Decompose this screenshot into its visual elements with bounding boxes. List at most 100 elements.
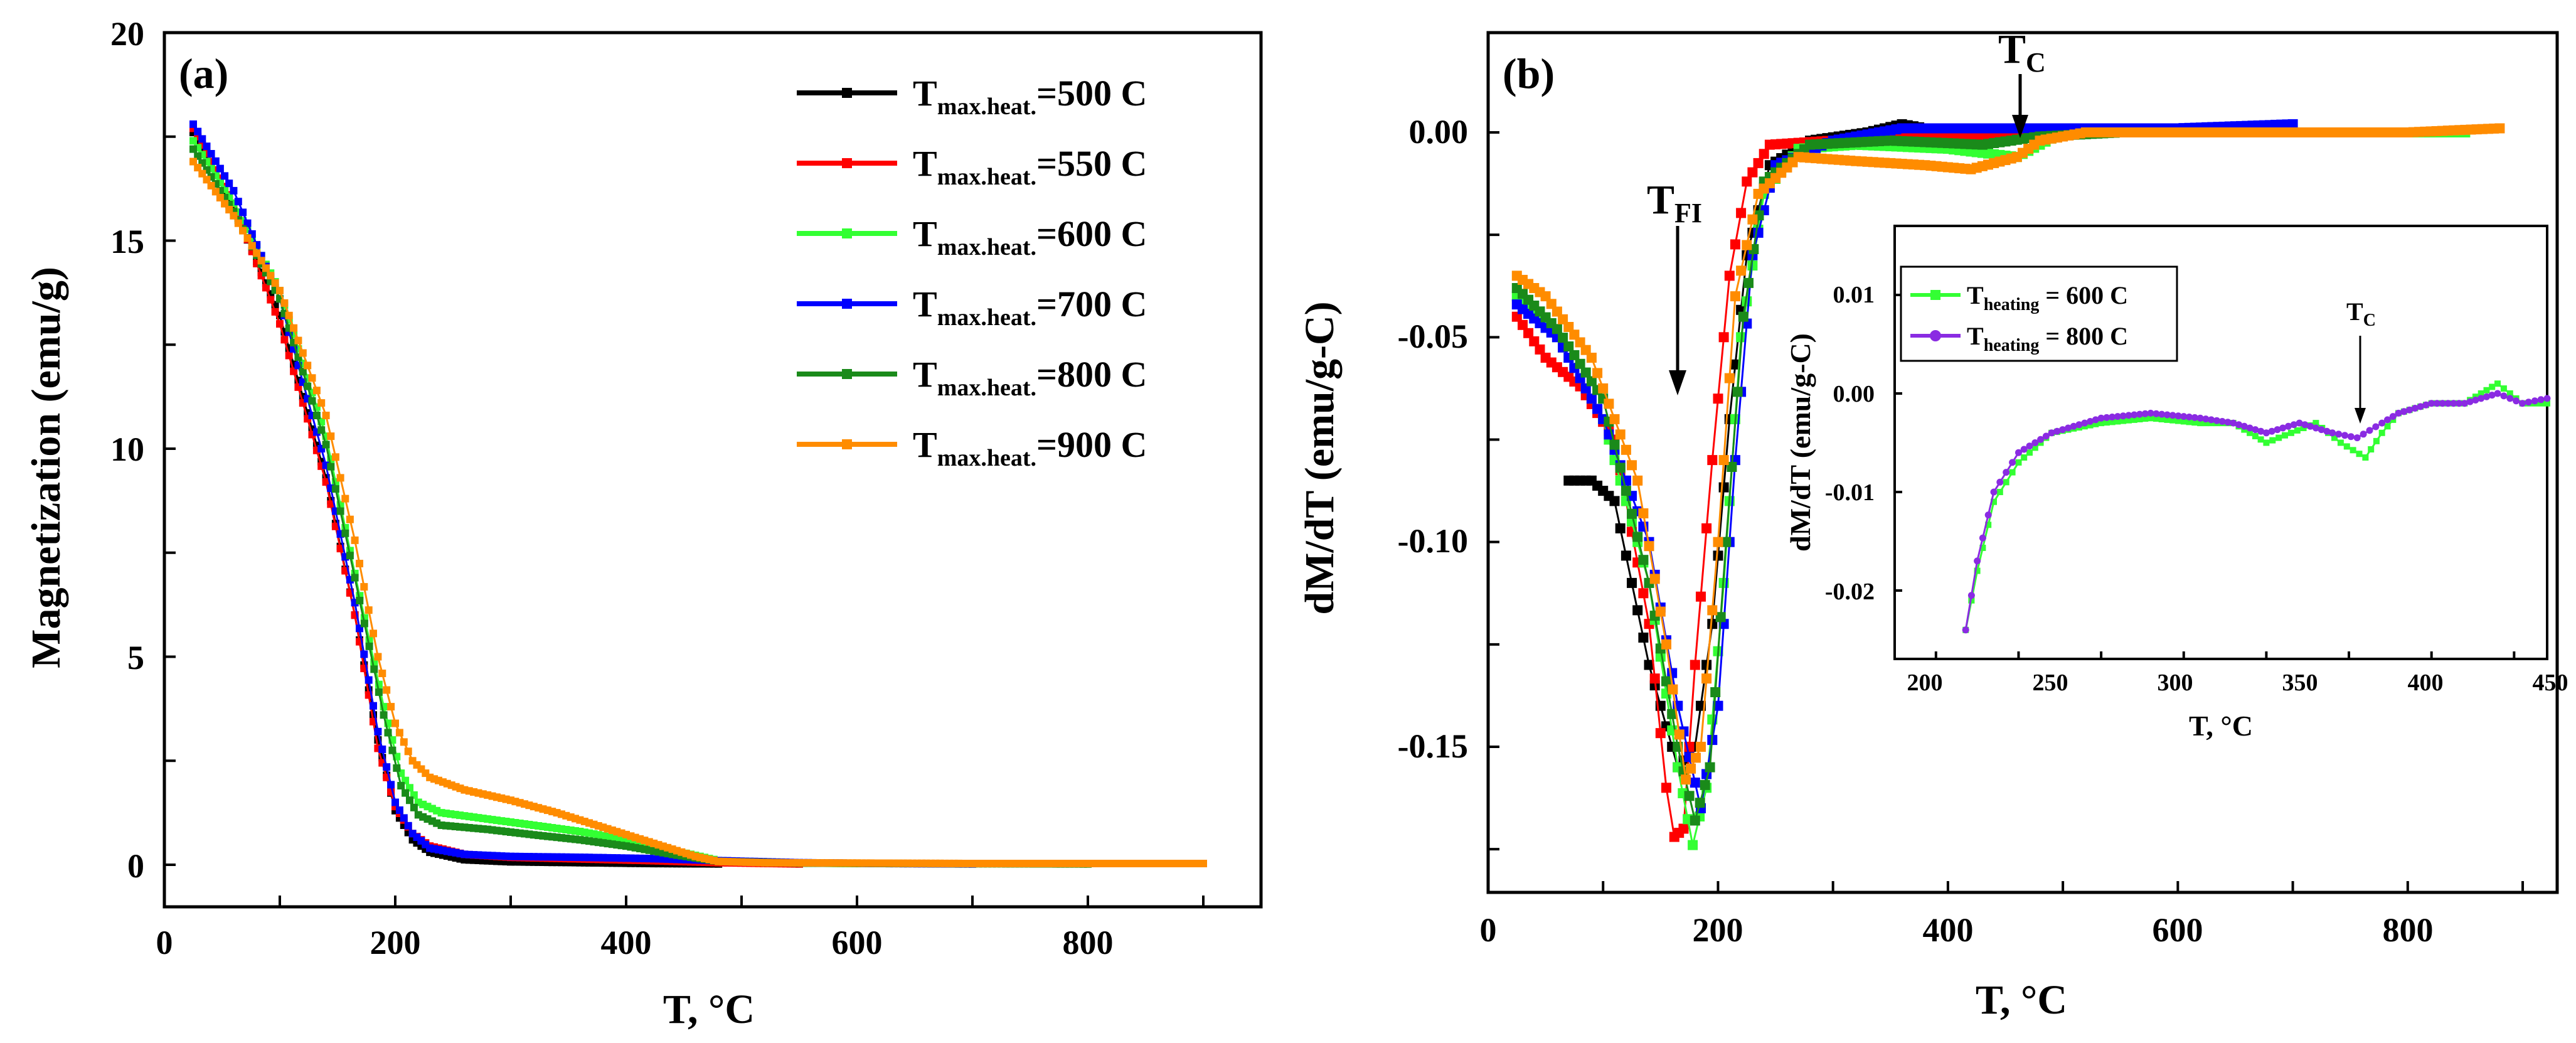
series-a-600 [189,137,861,867]
data-point [2422,401,2430,409]
inset-xtick-label: 250 [2033,670,2068,696]
data-point [2362,454,2369,461]
data-point [312,387,321,395]
data-point [1523,328,1534,338]
panel-a-frame [162,31,1263,909]
data-point [400,738,408,746]
data-point [1721,537,1732,547]
data-point [2175,417,2181,424]
data-point [189,137,197,145]
data-point [221,200,229,208]
series-line [192,161,1203,865]
data-point [216,194,224,201]
data-point [2114,418,2121,425]
data-point [1535,344,1545,355]
data-point [2126,417,2132,424]
data-point [2003,469,2010,476]
data-point [383,686,391,694]
data-point [2472,397,2479,404]
panel-b: (b) 0.00 -0.05 -0.10 -0.15 0 200 400 600… [1297,26,2568,1023]
data-point [370,629,377,638]
data-point [1649,673,1660,684]
data-point [2296,419,2303,427]
data-point [2164,416,2171,423]
panel-b-xtick-label: 400 [1923,911,1974,949]
data-point [1985,522,1992,528]
panel-b-xtick-label: 0 [1480,911,1497,949]
data-point [1551,324,1562,334]
data-point [1690,778,1700,788]
inset-ytick-label: -0.01 [1825,479,1875,506]
data-point [2372,423,2380,431]
data-point [331,453,339,461]
data-point [331,485,339,493]
data-point [378,670,386,677]
data-point [2148,415,2154,422]
legend-label: Theating = 800 C [1967,322,2128,355]
inset-xtick-label: 450 [2533,670,2568,696]
data-point [1718,482,1729,493]
panel-a-xtick-label: 0 [156,924,173,961]
data-point [1627,508,1637,519]
data-point [1686,763,1696,774]
data-point [2015,459,2022,466]
data-point [271,279,279,287]
data-point [1540,291,1551,302]
data-point [1747,167,1758,178]
data-point [2489,383,2496,390]
data-point [2323,427,2331,435]
data-point [1632,475,1643,486]
data-point [2042,432,2050,440]
panel-a-ylabel: Magnetization (emu/g) [23,267,69,668]
inset-legend: Theating = 600 C Theating = 800 C [1900,265,2178,362]
data-point [290,324,298,332]
data-point [2048,429,2055,437]
data-point [1632,532,1643,542]
data-point [383,763,391,771]
data-point [2257,436,2264,443]
data-point [221,172,229,180]
data-point [374,653,382,661]
data-point [1747,214,1758,225]
data-point [1580,367,1591,378]
data-point [1727,462,1737,472]
data-point [336,507,344,515]
data-point [1615,523,1626,533]
data-point [2318,426,2325,434]
panel-a-ticks [163,31,1205,907]
data-point [1563,322,1574,332]
data-point [1621,444,1631,455]
data-point [402,789,410,797]
panel-b-series [1511,119,2505,850]
data-point [1627,460,1637,471]
legend-entry-600: Tmax.heat.=600 C [797,213,1147,260]
data-point [2411,405,2419,412]
panel-a-label: (a) [179,50,228,97]
data-point [2513,397,2520,405]
data-point [2191,414,2198,421]
legend-entry-800: Tmax.heat.=800 C [797,354,1147,401]
data-point [351,536,359,544]
data-point [1710,687,1721,697]
legend-marker [842,369,852,379]
data-point [2213,417,2220,424]
data-point [2158,410,2166,418]
legend-label: Tmax.heat.=800 C [913,354,1147,401]
data-point [1991,498,1997,505]
data-point [1742,176,1752,187]
data-point [2163,411,2171,419]
data-point [1730,291,1740,302]
data-point [2478,390,2484,397]
data-point [285,311,293,319]
data-point [2103,414,2110,421]
data-point [230,211,238,220]
data-point [2268,427,2275,435]
data-point [1724,373,1735,383]
data-point [2519,400,2526,407]
annotation-arrowhead [2012,115,2028,138]
data-point [1996,489,2003,495]
data-point [1569,350,1580,360]
data-point [2353,434,2361,442]
data-point [2136,416,2143,422]
panel-a-series [189,120,1207,868]
